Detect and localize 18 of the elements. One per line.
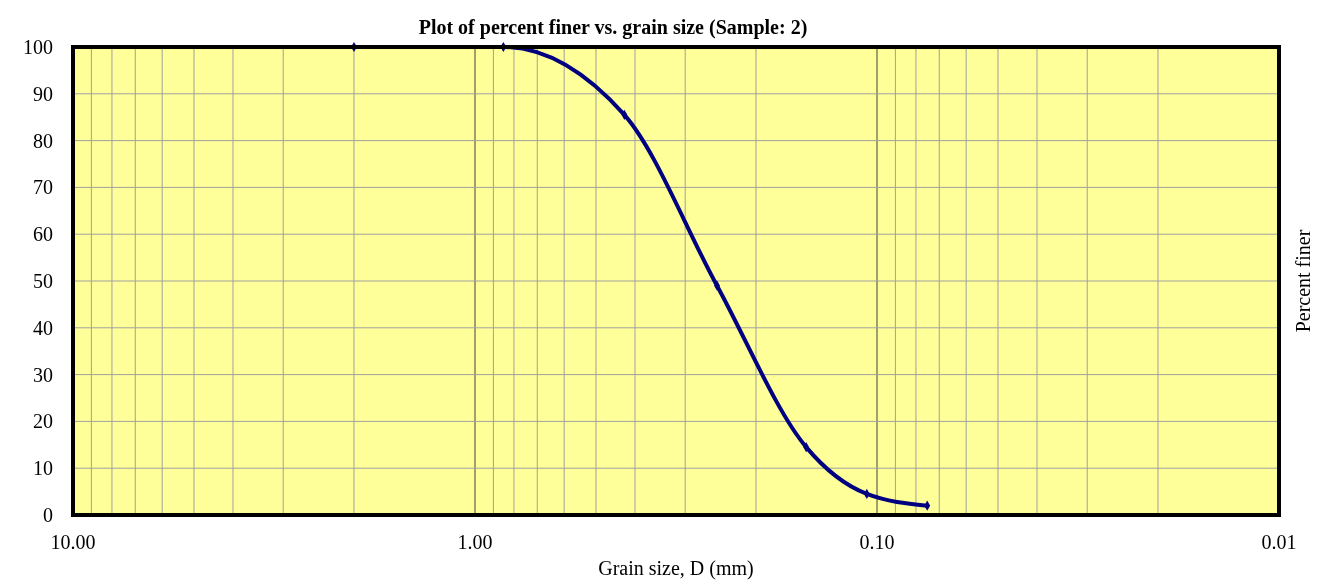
y-tick-label: 10 xyxy=(33,457,53,480)
y-tick-label: 30 xyxy=(33,363,53,386)
y-tick-label: 100 xyxy=(23,36,53,58)
x-axis-title: Grain size, D (mm) xyxy=(598,557,754,580)
x-tick-label: 0.01 xyxy=(1261,531,1297,553)
y-tick-label: 60 xyxy=(33,223,53,246)
y-tick-label: 20 xyxy=(33,410,53,433)
y-tick-label: 40 xyxy=(33,316,53,339)
y-tick-label: 90 xyxy=(33,82,53,105)
y-axis-title: Percent finer xyxy=(1292,229,1314,333)
x-tick-label: 10.00 xyxy=(50,531,96,553)
chart-title: Plot of percent finer vs. grain size (Sample: 2) xyxy=(418,16,808,39)
x-tick-label: 0.10 xyxy=(859,531,895,553)
y-tick-label: 50 xyxy=(33,270,53,292)
y-tick-label: 0 xyxy=(43,504,53,526)
y-tick-label: 70 xyxy=(33,176,53,199)
x-tick-label: 1.00 xyxy=(457,531,493,553)
y-tick-label: 80 xyxy=(33,129,53,152)
